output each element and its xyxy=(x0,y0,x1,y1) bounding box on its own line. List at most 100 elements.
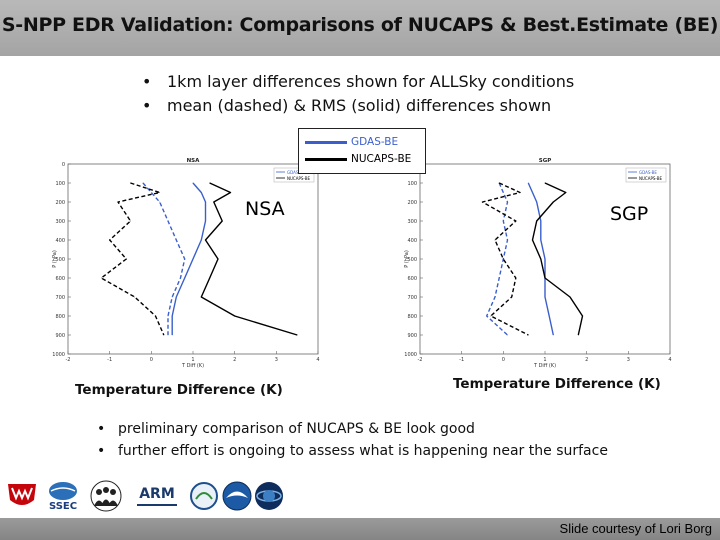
jpss-seal-icon xyxy=(255,482,283,510)
series-point xyxy=(117,201,119,203)
series-point xyxy=(536,220,538,222)
y-tick-label: 0 xyxy=(62,162,65,168)
series-point xyxy=(209,182,211,184)
wisconsin-logo xyxy=(4,480,40,512)
series-point xyxy=(482,201,483,203)
series-point xyxy=(159,192,161,193)
series-point xyxy=(540,258,542,260)
series-point xyxy=(540,239,542,241)
series-point xyxy=(582,315,583,317)
x-tick-label: -1 xyxy=(107,357,112,363)
series-point xyxy=(175,296,177,298)
legend-swatch xyxy=(305,157,347,161)
series-point xyxy=(552,201,554,203)
y-tick-label: 800 xyxy=(55,314,65,320)
nsa-axis-caption: Temperature Difference (K) xyxy=(75,382,283,398)
series-point xyxy=(167,220,169,222)
x-tick-label: 3 xyxy=(275,357,278,363)
series-point xyxy=(171,296,173,298)
mini-legend-label: GDAS-BE xyxy=(639,170,657,175)
series-point xyxy=(184,258,186,260)
x-tick-label: 0 xyxy=(150,357,153,363)
y-tick-label: 100 xyxy=(407,181,417,187)
series-point xyxy=(213,201,215,203)
slide-title: S-NPP EDR Validation: Comparisons of NUC… xyxy=(1,14,719,36)
shared-legend: GDAS-BE NUCAPS-BE xyxy=(298,128,426,174)
series-point xyxy=(125,258,127,260)
x-tick-label: 2 xyxy=(233,357,236,363)
series-point xyxy=(544,258,546,260)
series-point xyxy=(527,182,529,184)
series-point xyxy=(159,201,161,203)
chart-title: SGP xyxy=(539,158,552,164)
series-point xyxy=(200,192,202,193)
series-point xyxy=(171,315,173,317)
sgp-axis-caption: Temperature Difference (K) xyxy=(453,376,661,392)
people-logo xyxy=(86,480,126,512)
series-point xyxy=(507,334,508,336)
series-point xyxy=(502,192,504,193)
legend-entry-gdas: GDAS-BE xyxy=(305,134,398,150)
ssec-logo: SSEC xyxy=(44,478,82,514)
y-tick-label: 400 xyxy=(407,238,417,244)
series-point xyxy=(192,258,194,260)
sgp-site-label: SGP xyxy=(610,203,649,225)
series-point xyxy=(200,239,202,241)
series-point xyxy=(577,334,579,336)
series-point xyxy=(130,182,131,184)
nsa-profile-chart: 0 100 200 300 400 500 600 700 800 900 1000-2 -1 0 1 2 3… xyxy=(52,158,320,369)
footer-bar: Slide courtesy of Lori Borg xyxy=(0,518,720,540)
y-tick-label: 600 xyxy=(55,276,65,282)
series-point xyxy=(192,182,194,184)
series-point xyxy=(221,220,223,222)
series-point xyxy=(234,315,236,317)
sgp-profile-chart: 01002003004005006007008009001000-2-10123… xyxy=(404,158,672,369)
mini-legend-box xyxy=(625,167,667,183)
series-point xyxy=(502,220,504,222)
noaa-seal-icon xyxy=(222,481,252,511)
agency-seal-icon xyxy=(190,482,218,510)
x-tick-label: 1 xyxy=(191,357,194,363)
series-point xyxy=(544,277,546,279)
bullet-item: preliminary comparison of NUCAPS & BE lo… xyxy=(97,418,608,440)
series-point xyxy=(540,220,542,222)
series-point xyxy=(200,296,202,298)
series-point xyxy=(167,315,169,317)
series-line-gdas-be-solid xyxy=(171,182,207,335)
series-point xyxy=(205,220,206,222)
ssec-logo-text: SSEC xyxy=(48,500,78,512)
series-point xyxy=(544,296,546,298)
globe-icon xyxy=(49,481,77,500)
arm-underline xyxy=(137,504,177,506)
y-tick-label: 200 xyxy=(407,200,417,206)
series-point xyxy=(184,277,186,279)
series-line-gdas-be-dashed xyxy=(485,182,509,336)
series-point xyxy=(532,192,533,193)
bullet-item: mean (dashed) & RMS (solid) differences … xyxy=(142,94,574,118)
x-tick-label: 4 xyxy=(316,357,319,363)
x-axis-label: T Diff (K) xyxy=(533,363,556,369)
y-tick-label: 500 xyxy=(55,257,65,263)
series-point xyxy=(507,201,508,203)
people-group-icon xyxy=(90,480,122,512)
series-point xyxy=(180,277,181,279)
series-point xyxy=(205,239,206,241)
series-point xyxy=(171,334,173,336)
series-point xyxy=(515,220,517,222)
series-point xyxy=(532,239,533,241)
series-line-nucaps-be-dashed xyxy=(100,182,165,336)
series-point xyxy=(175,239,177,241)
series-point xyxy=(565,192,567,193)
mini-legend-label: NUCAPS-BE xyxy=(287,176,310,181)
y-tick-label: 1000 xyxy=(404,352,417,358)
bottom-bullet-list: preliminary comparison of NUCAPS & BE lo… xyxy=(97,418,608,462)
y-tick-label: 900 xyxy=(55,333,65,339)
series-point xyxy=(150,192,152,193)
series-line-gdas-be-solid xyxy=(527,182,554,336)
series-line-nucaps-be-dashed xyxy=(481,182,529,336)
legend-swatch xyxy=(305,140,347,144)
title-bar: S-NPP EDR Validation: Comparisons of NUC… xyxy=(0,0,720,56)
y-tick-label: 600 xyxy=(407,276,417,282)
nsa-site-label: NSA xyxy=(245,198,285,220)
series-point xyxy=(296,334,298,336)
